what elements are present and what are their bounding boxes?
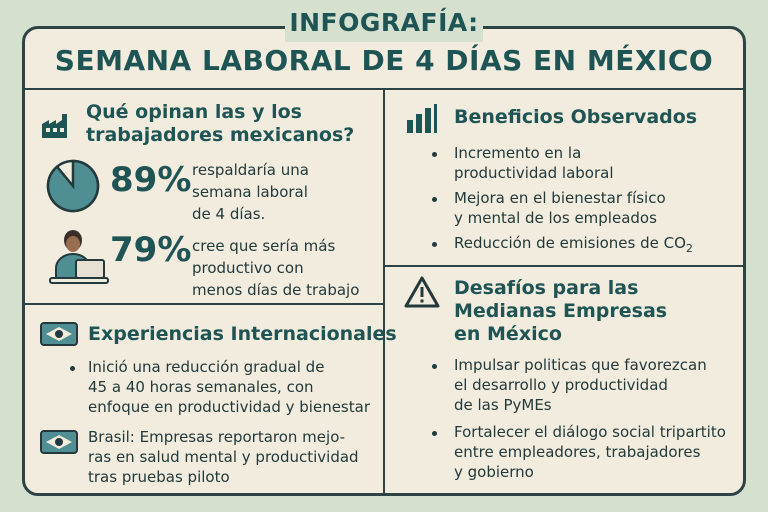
international-1-line-3: enfoque en productividad y bienestar bbox=[88, 398, 370, 416]
challenges-heading-line-2: Medianas Empresas bbox=[454, 300, 668, 322]
benefit-1-line-2: productividad laboral bbox=[454, 164, 614, 182]
stat-89-value: 89% bbox=[110, 160, 192, 200]
challenge-bullet-1 bbox=[432, 364, 437, 369]
benefit-bullet-2 bbox=[432, 197, 437, 202]
international-2-line-3: tras pruebas piloto bbox=[88, 468, 230, 486]
international-1-line-1: Inició una reducción gradual de bbox=[88, 358, 325, 376]
benefit-3-subscript: 2 bbox=[685, 242, 693, 255]
benefits-heading: Beneficios Observados bbox=[454, 106, 698, 128]
benefit-2-line-1: Mejora en el bienestar físico bbox=[454, 189, 666, 207]
challenges-heading-line-1: Desafíos para las bbox=[454, 277, 639, 299]
warning-icon bbox=[404, 276, 440, 312]
challenge-1-line-3: de las PyMEs bbox=[454, 396, 552, 414]
stat-79-text-1: cree que sería más bbox=[192, 237, 336, 255]
international-heading: Experiencias Internacionales bbox=[88, 323, 397, 345]
international-1-line-2: 45 a 40 horas semanales, con bbox=[88, 378, 314, 396]
international-2-line-1: Brasil: Empresas reportaron mejo- bbox=[88, 428, 346, 446]
title-backdrop bbox=[285, 10, 483, 42]
opinion-heading-line-2: trabajadores mexicanos? bbox=[86, 124, 355, 146]
benefit-2-line-2: y mental de los empleados bbox=[454, 209, 657, 227]
international-2-line-2: ras en salud mental y productividad bbox=[88, 448, 359, 466]
challenge-1-line-1: Impulsar politicas que favorezcan bbox=[454, 356, 707, 374]
factory-icon bbox=[40, 110, 70, 144]
bar-chart-icon bbox=[406, 104, 438, 138]
opinion-heading-line-1: Qué opinan las y los bbox=[86, 101, 302, 123]
challenge-2-line-2: entre empleadores, trabajadores bbox=[454, 443, 701, 461]
divider-right-middle bbox=[383, 265, 745, 267]
international-bullet-1 bbox=[70, 366, 75, 371]
pie-chart-icon bbox=[45, 158, 101, 218]
benefit-3-text: Reducción de emisiones de CO bbox=[454, 234, 686, 252]
challenge-2-line-1: Fortalecer el diálogo social tripartito bbox=[454, 423, 726, 441]
benefit-bullet-3 bbox=[432, 242, 437, 247]
challenge-1-line-2: el desarrollo y productividad bbox=[454, 376, 668, 394]
stat-79-text-3: menos días de trabajo bbox=[192, 281, 360, 299]
stat-79-value: 79% bbox=[110, 230, 192, 270]
divider-left-middle bbox=[24, 303, 384, 305]
benefit-3-line-1: Reducción de emisiones de CO2 bbox=[454, 233, 693, 259]
stat-79-text-2: productivo con bbox=[192, 259, 304, 277]
stat-89-text-2: semana laboral bbox=[192, 183, 308, 201]
brazil-flag-icon bbox=[40, 430, 78, 458]
challenge-bullet-2 bbox=[432, 431, 437, 436]
divider-vertical bbox=[383, 88, 385, 494]
stat-89-text-1: respaldaría una bbox=[192, 161, 309, 179]
page-title: SEMANA LABORAL DE 4 DÍAS EN MÉXICO bbox=[54, 44, 714, 77]
challenge-2-line-3: y gobierno bbox=[454, 463, 534, 481]
flag-icon bbox=[40, 322, 78, 350]
challenges-heading-line-3: en México bbox=[454, 323, 562, 345]
title-line-1: INFOGRAFÍA: bbox=[289, 8, 479, 37]
stat-89-text-3: de 4 días. bbox=[192, 205, 266, 223]
benefit-bullet-1 bbox=[432, 152, 437, 157]
benefit-1-line-1: Incremento en la bbox=[454, 144, 582, 162]
worker-laptop-icon bbox=[46, 228, 110, 290]
